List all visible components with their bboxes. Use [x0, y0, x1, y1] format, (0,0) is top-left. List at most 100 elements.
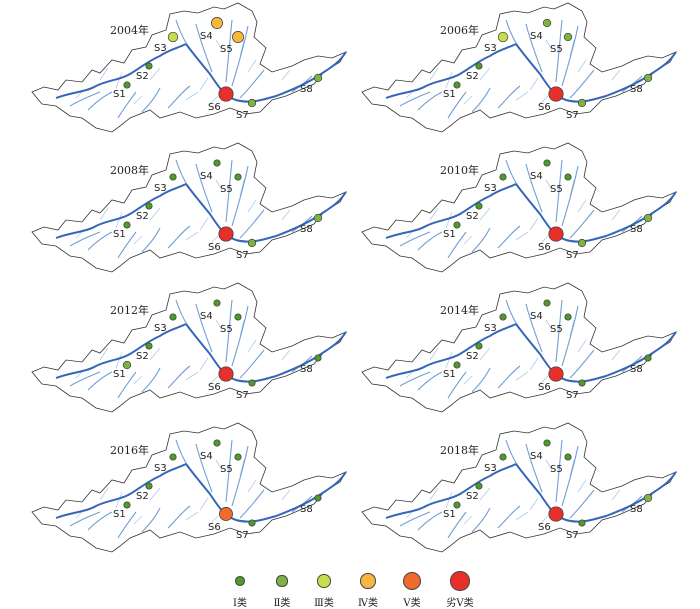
tributary-river	[525, 303, 543, 353]
minor-stream	[199, 497, 209, 511]
station-marker-s8	[314, 494, 322, 502]
station-marker-s4	[213, 439, 221, 447]
minor-stream	[149, 207, 161, 221]
legend-swatch	[317, 574, 331, 588]
legend-label: Ⅰ类	[233, 598, 247, 609]
minor-stream	[115, 71, 123, 89]
station-marker-s5	[234, 313, 242, 321]
basin-outline	[31, 142, 347, 273]
minor-stream	[577, 199, 587, 213]
station-marker-s7	[247, 98, 257, 108]
tributary-river	[561, 25, 579, 87]
basin-map: S1 S2 S3 S4 S5 S6 S7 S8	[31, 282, 347, 413]
station-label-s4: S4	[200, 451, 213, 462]
station-marker-s4	[543, 439, 551, 447]
tributary-river	[225, 19, 233, 83]
station-label-s7: S7	[236, 110, 249, 121]
station-marker-s5	[563, 32, 573, 42]
station-label-s6: S6	[538, 102, 551, 113]
panel-year-label: 2016年	[110, 444, 149, 457]
tributary-river	[87, 91, 113, 111]
map-panel: S1 S2 S3 S4 S5 S6 S7 S8 2006年	[330, 0, 677, 140]
tributary-river	[569, 489, 595, 519]
station-label-s4: S4	[530, 451, 543, 462]
station-marker-s7	[577, 238, 587, 248]
legend-item: Ⅱ类	[257, 570, 307, 609]
station-marker-s5	[564, 173, 572, 181]
minor-stream	[539, 375, 549, 385]
minor-stream	[185, 371, 199, 381]
minor-stream	[529, 357, 539, 371]
tributary-river	[87, 231, 113, 251]
minor-stream	[463, 515, 473, 525]
panel-year-label: 2012年	[110, 304, 149, 317]
tributary-river	[417, 91, 443, 111]
station-marker-s6	[219, 507, 233, 521]
map-panel: S1 S2 S3 S4 S5 S6 S7 S8 2008年	[0, 140, 347, 280]
station-marker-s8	[314, 354, 322, 362]
station-marker-s7	[577, 98, 587, 108]
basin-outline	[31, 2, 347, 133]
minor-stream	[215, 459, 223, 471]
minor-stream	[515, 511, 529, 521]
main-river	[385, 463, 677, 523]
station-marker-s4	[543, 299, 551, 307]
panel-year-label: 2014年	[440, 304, 479, 317]
station-label-s8: S8	[630, 224, 643, 235]
minor-stream	[209, 235, 219, 245]
tributary-river	[167, 505, 191, 529]
station-marker-s6	[548, 226, 564, 242]
panel-year-label: 2006年	[440, 24, 479, 37]
minor-stream	[239, 319, 245, 337]
station-label-s5: S5	[550, 184, 563, 195]
minor-stream	[281, 69, 291, 81]
minor-stream	[569, 39, 575, 57]
legend-item: 劣Ⅴ类	[435, 570, 485, 609]
tributary-river	[239, 209, 265, 239]
tributary-river	[447, 231, 467, 259]
tributary-river	[117, 231, 137, 259]
minor-stream	[115, 351, 123, 369]
station-marker-s3	[167, 31, 179, 43]
main-river	[55, 463, 347, 523]
station-marker-s1	[123, 501, 131, 509]
station-label-s2: S2	[466, 491, 479, 502]
minor-stream	[133, 515, 143, 525]
minor-stream	[133, 235, 143, 245]
station-marker-s5	[564, 453, 572, 461]
minor-stream	[545, 39, 553, 51]
station-label-s5: S5	[550, 464, 563, 475]
tributary-river	[167, 225, 191, 249]
station-marker-s3	[499, 313, 507, 321]
minor-stream	[445, 211, 453, 229]
legend-label: 劣Ⅴ类	[446, 598, 474, 609]
minor-stream	[247, 479, 257, 493]
station-marker-s2	[145, 202, 153, 210]
station-marker-s8	[643, 73, 653, 83]
tributary-river	[239, 349, 265, 379]
station-marker-s4	[543, 159, 551, 167]
minor-stream	[185, 511, 199, 521]
station-marker-s4	[542, 18, 552, 28]
station-label-s8: S8	[300, 504, 313, 515]
station-label-s2: S2	[136, 211, 149, 222]
legend-swatch	[276, 575, 288, 587]
station-label-s1: S1	[113, 89, 126, 100]
legend-item: Ⅲ类	[299, 570, 349, 609]
station-marker-s6	[218, 226, 234, 242]
station-marker-s1	[122, 360, 132, 370]
minor-stream	[529, 217, 539, 231]
station-marker-s5	[234, 453, 242, 461]
minor-stream	[515, 371, 529, 381]
minor-stream	[577, 479, 587, 493]
station-label-s8: S8	[300, 224, 313, 235]
basin-map: S1 S2 S3 S4 S5 S6 S7 S8	[31, 422, 347, 553]
station-label-s6: S6	[208, 102, 221, 113]
minor-stream	[479, 67, 491, 81]
tributary-river	[447, 511, 467, 539]
tributary-river	[225, 439, 233, 503]
minor-stream	[463, 235, 473, 245]
station-marker-s2	[475, 202, 483, 210]
station-label-s2: S2	[466, 211, 479, 222]
station-label-s1: S1	[443, 229, 456, 240]
